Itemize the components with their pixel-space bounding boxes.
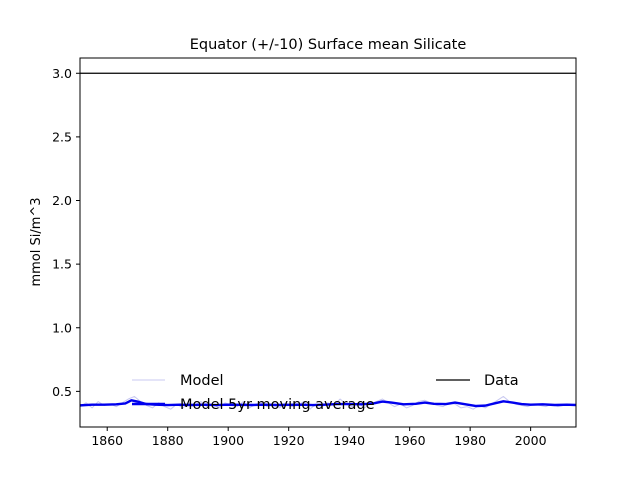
legend-label: Model 5yr moving average [180, 397, 375, 413]
y-tick-label: 2.0 [52, 193, 72, 208]
x-tick-label: 1880 [152, 433, 184, 448]
y-axis-label: mmol Si/m^3 [29, 197, 44, 286]
x-tick-label: 1940 [333, 433, 365, 448]
plot-frame [79, 57, 577, 428]
x-tick-label: 1900 [212, 433, 244, 448]
y-tick-label: 1.0 [52, 320, 72, 335]
x-tick-label: 1960 [394, 433, 426, 448]
y-tick-label: 2.5 [52, 129, 72, 144]
y-tick-label: 1.5 [52, 257, 72, 272]
legend-label: Data [484, 373, 519, 389]
x-tick-label: 1860 [91, 433, 123, 448]
y-tick-label: 3.0 [52, 66, 72, 81]
x-tick-label: 1920 [273, 433, 305, 448]
chart-title: Equator (+/-10) Surface mean Silicate [190, 37, 467, 53]
legend: Model Model 5yr moving average Data [132, 373, 519, 413]
x-tick-label: 1980 [454, 433, 486, 448]
y-tick-label: 0.5 [52, 384, 72, 399]
legend-label: Model [180, 373, 224, 389]
x-tick-label: 2000 [515, 433, 547, 448]
